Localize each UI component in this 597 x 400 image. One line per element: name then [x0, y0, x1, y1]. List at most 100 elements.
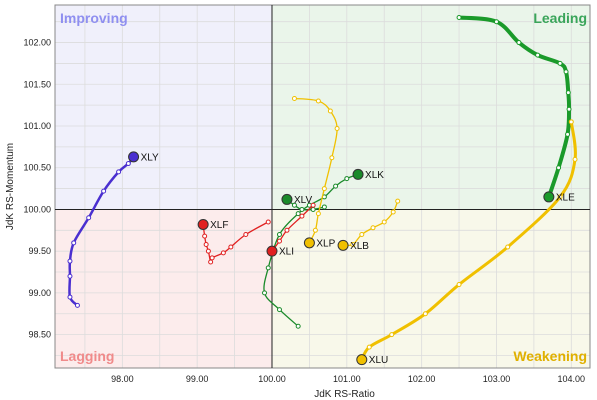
trail-point-xlk: [265, 265, 271, 271]
trail-point-xlf: [209, 255, 215, 261]
trail-point-xlk: [295, 211, 301, 217]
y-tick-label: 101.50: [23, 79, 51, 89]
trail-point-xlp: [329, 155, 335, 161]
trail-point-xlu: [568, 119, 574, 125]
trail-point-xlf: [220, 250, 226, 256]
trail-point-xly: [67, 258, 73, 264]
plot-frame: [54, 4, 591, 369]
x-tick-label: 98.00: [111, 374, 134, 384]
trail-point-xlu: [505, 244, 511, 250]
trail-point-xlf: [203, 241, 209, 247]
trail-point-xlu: [572, 156, 578, 162]
quadrant-leading: [271, 5, 590, 210]
series-label-xlp: XLP: [316, 238, 335, 249]
trail-point-xle: [493, 19, 499, 25]
trail-point-xly: [86, 215, 92, 221]
y-axis-label: JdK RS-Momentum: [5, 143, 16, 230]
y-tick-label: 99.00: [28, 288, 51, 298]
x-tick-label: 99.00: [186, 374, 209, 384]
trail-point-xlu: [422, 311, 428, 317]
trail-point-xle: [566, 106, 572, 112]
trail-point-xlf: [208, 259, 214, 265]
trail-point-xle: [565, 90, 571, 96]
trail-point-xle: [516, 40, 522, 46]
trail-point-xlb: [359, 231, 365, 237]
trail-point-xle: [565, 131, 571, 137]
series-label-xly: XLY: [141, 152, 159, 163]
series-label-xle: XLE: [556, 192, 575, 203]
trail-point-xle: [456, 15, 462, 21]
x-tick-label: 100.00: [258, 374, 286, 384]
quadrant-label-lagging: Lagging: [60, 348, 114, 364]
head-point-xli: [266, 245, 278, 257]
trail-point-xlp: [315, 98, 321, 104]
trail-point-xlu: [557, 194, 563, 200]
quadrant-label-leading: Leading: [533, 10, 587, 26]
series-label-xlf: XLF: [210, 220, 228, 231]
trail-point-xlv: [299, 206, 305, 212]
labels: Improving Leading Lagging Weakening XLY XLE XL…: [60, 10, 587, 366]
trail-point-xle: [557, 60, 563, 66]
trail-point-xlu: [366, 344, 372, 350]
x-tick-label: 102.00: [408, 374, 436, 384]
trail-point-xlp: [327, 108, 333, 114]
series-xli: [266, 202, 316, 257]
trail-point-xlb: [350, 241, 356, 247]
trail-point-xle: [563, 69, 569, 75]
trail-point-xlp: [315, 211, 321, 217]
head-point-xle: [543, 191, 555, 203]
series-xlp: [291, 95, 340, 249]
y-tick-label: 100.00: [23, 204, 51, 214]
trail-point-xlv: [321, 204, 327, 210]
head-point-xlp: [303, 237, 315, 249]
x-tick-label: 103.00: [483, 374, 511, 384]
trail-point-xlk: [276, 307, 282, 313]
trail-point-xlf: [202, 233, 208, 239]
trail-point-xlk: [276, 231, 282, 237]
head-point-xlu: [356, 354, 368, 366]
trail-point-xly: [116, 169, 122, 175]
head-point-xlb: [337, 239, 349, 251]
trail-point-xlp: [312, 227, 318, 233]
quadrant-label-weakening: Weakening: [513, 348, 587, 364]
series-label-xlu: XLU: [369, 355, 388, 366]
trail-point-xly: [101, 188, 107, 194]
trail-xly: [68, 155, 135, 307]
trail-point-xlp: [291, 95, 297, 101]
trail-point-xlf: [265, 219, 271, 225]
trail-point-xly: [74, 302, 80, 308]
x-tick-label: 101.00: [333, 374, 361, 384]
series-xlu: [356, 119, 578, 366]
series-label-xlb: XLB: [350, 241, 369, 252]
trail-point-xlv: [310, 206, 316, 212]
trail-point-xlf: [205, 248, 211, 254]
trail-point-xlb: [395, 198, 401, 204]
trail-point-xlk: [262, 290, 268, 296]
head-point-xlf: [197, 218, 209, 230]
y-tick-label: 98.50: [28, 330, 51, 340]
trail-point-xlv: [291, 202, 297, 208]
series-label-xlv: XLV: [294, 195, 312, 206]
trail-point-xly: [71, 240, 77, 246]
trail-point-xlu: [389, 332, 395, 338]
trail-point-xly: [67, 294, 73, 300]
trail-point-xlp: [321, 186, 327, 192]
trail-point-xlb: [381, 219, 387, 225]
x-axis-label: JdK RS-Ratio: [314, 389, 375, 400]
trail-point-xli: [284, 227, 290, 233]
axes: 98.00 99.00 100.00 101.00 102.00 103.00 104.00…: [5, 4, 591, 400]
trail-point-xlk: [333, 183, 339, 189]
trail-point-xlb: [370, 225, 376, 231]
head-point-xlv: [281, 193, 293, 205]
head-point-xly: [128, 151, 140, 163]
y-tick-label: 99.50: [28, 246, 51, 256]
y-tick-label: 100.50: [23, 163, 51, 173]
trail-point-xlk: [344, 176, 350, 182]
y-tick-label: 102.00: [23, 38, 51, 48]
trail-point-xlp: [334, 126, 340, 132]
trail-point-xly: [67, 273, 73, 279]
series-xlb: [337, 198, 401, 251]
series: [67, 15, 578, 366]
